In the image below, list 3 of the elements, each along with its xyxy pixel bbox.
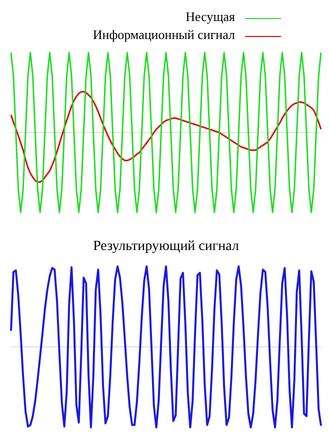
legend-label: Несущая bbox=[186, 9, 235, 24]
legend-label: Информационный сигнал bbox=[92, 27, 235, 42]
chart-title: Результирующий сигнал bbox=[93, 239, 239, 254]
